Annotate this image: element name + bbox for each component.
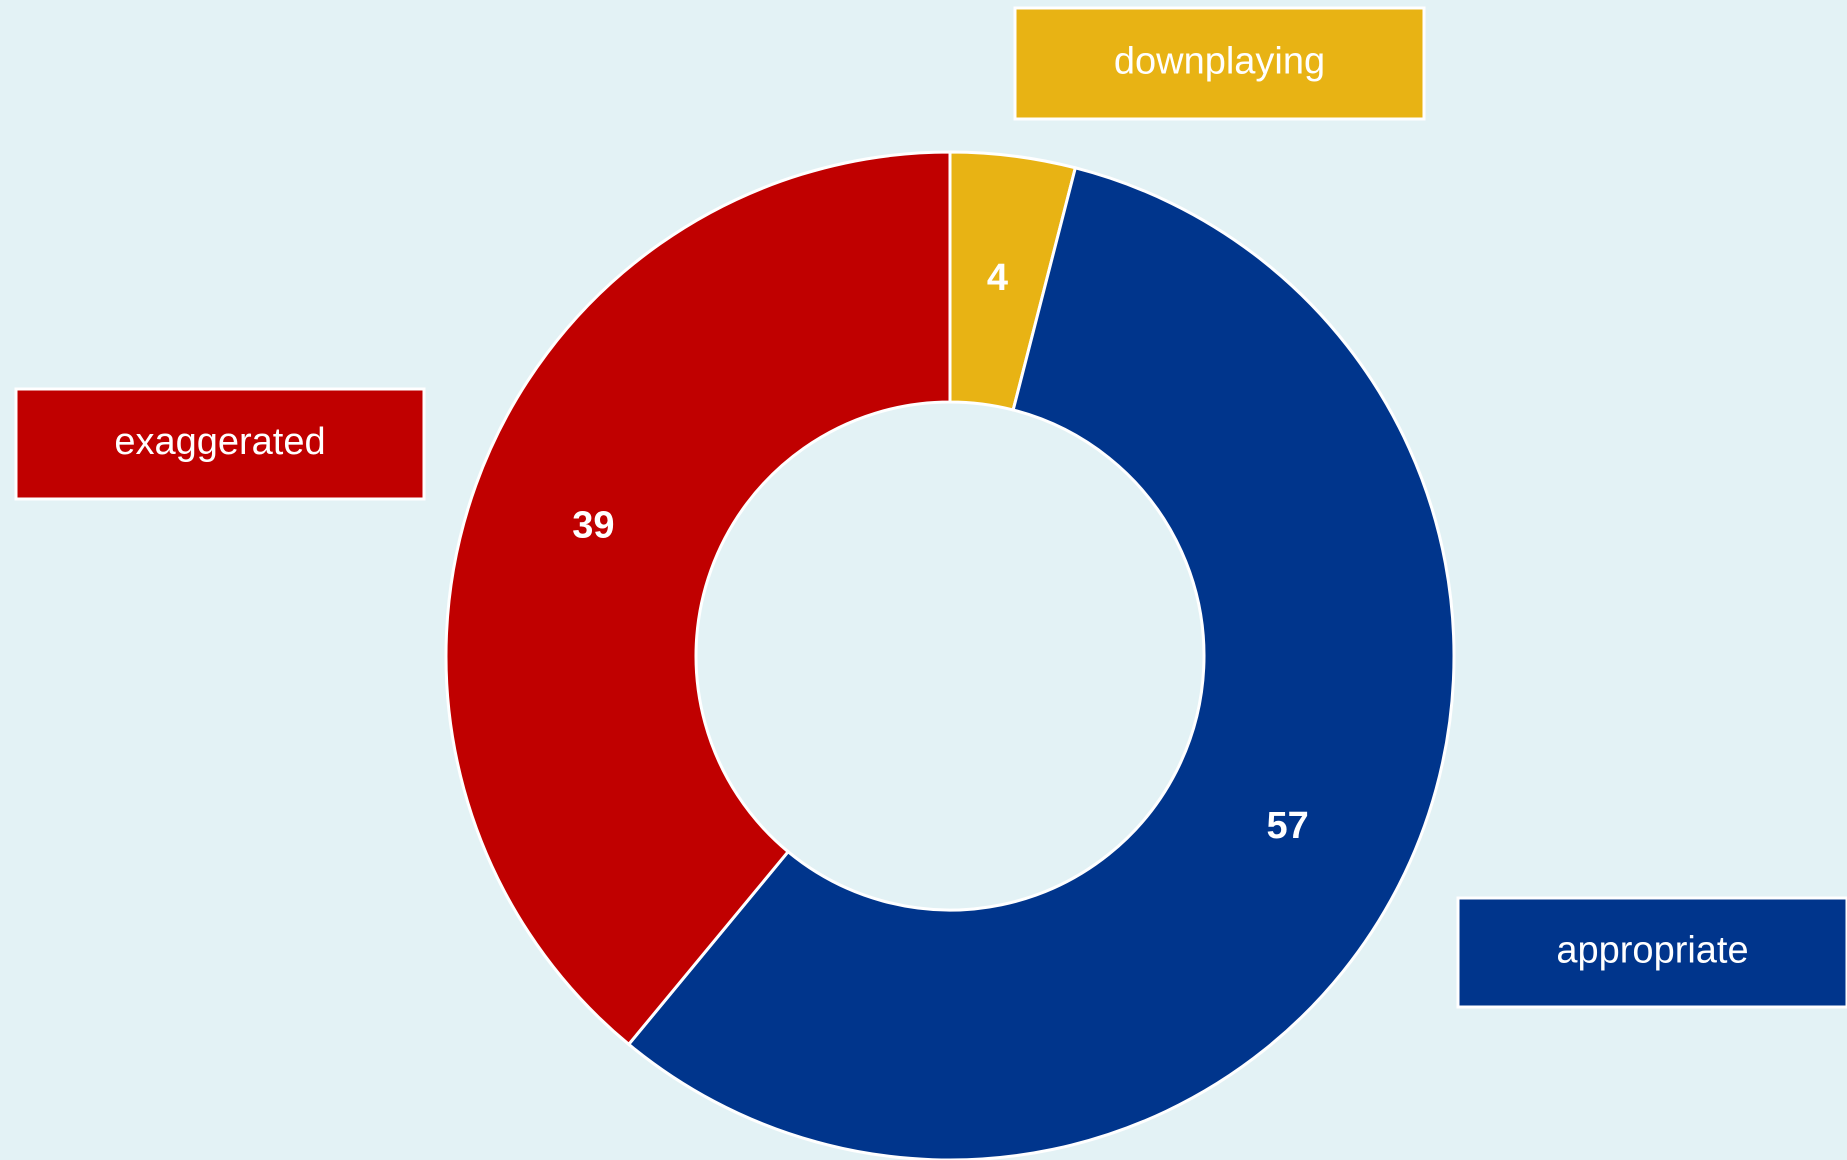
donut-slice [444,150,952,1047]
category-label: downplaying [1114,41,1325,83]
value-label: 39 [572,505,614,547]
donut-slice [626,166,1456,1160]
category-label: exaggerated [114,421,325,463]
label-box [1013,6,1426,121]
value-label: 4 [987,257,1008,299]
value-label: 57 [1267,805,1309,847]
label-box [14,387,426,501]
label-box [1456,896,1847,1009]
category-label: appropriate [1556,930,1748,972]
